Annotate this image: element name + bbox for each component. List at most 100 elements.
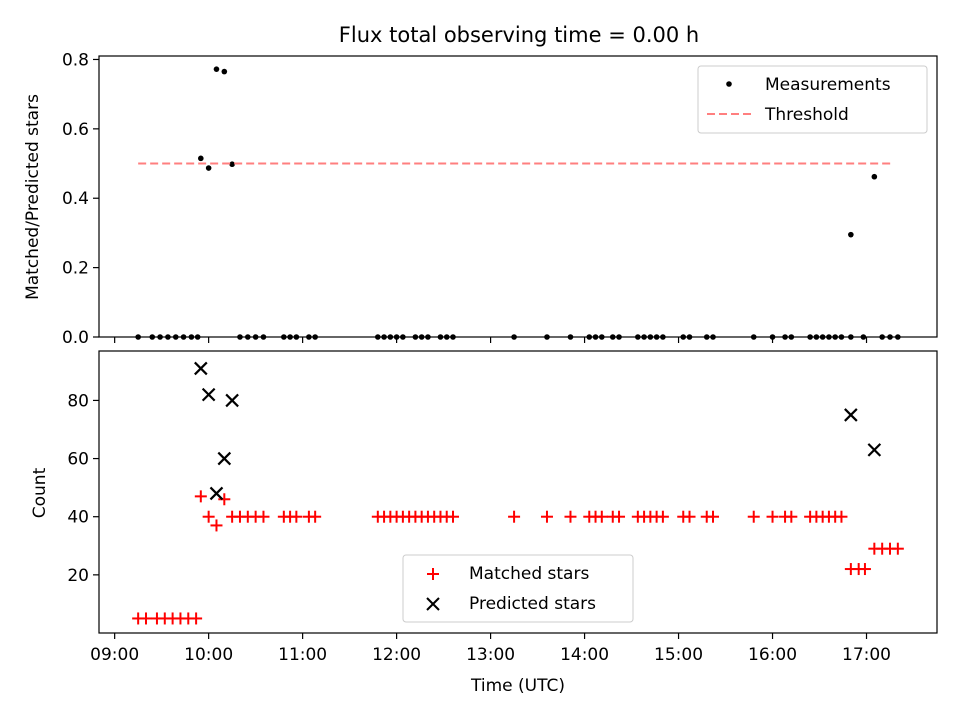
matched-stars-point xyxy=(747,510,760,523)
bottom-y-ticks: 20 40 60 80 xyxy=(67,391,99,586)
matched-stars-point xyxy=(202,510,215,523)
matched-stars-point xyxy=(218,493,231,506)
x-axis-label: Time (UTC) xyxy=(470,676,565,696)
measurements-point xyxy=(879,334,885,340)
predicted-stars-point xyxy=(867,443,882,457)
x-tick-label: 11:00 xyxy=(278,645,327,665)
top-y-tick-label: 0.0 xyxy=(62,328,89,348)
top-legend: Measurements Threshold xyxy=(697,65,928,134)
measurements-point xyxy=(312,334,318,340)
top-axes-frame xyxy=(98,55,938,338)
measurements-point xyxy=(375,334,381,340)
x-tick-label: 12:00 xyxy=(372,645,421,665)
measurements-point xyxy=(157,334,163,340)
measurements-point xyxy=(788,334,795,340)
measurements-point xyxy=(437,334,444,340)
predicted-stars-point xyxy=(194,361,208,376)
matched-stars-point xyxy=(613,510,626,523)
matched-stars-point xyxy=(785,510,798,523)
measurements-point xyxy=(592,334,599,340)
measurements-point xyxy=(887,334,893,340)
measurements-point xyxy=(660,334,666,340)
measurements-point xyxy=(826,334,832,340)
measurements-point xyxy=(838,334,845,340)
measurements-point xyxy=(188,334,195,340)
bottom-y-axis-label: Count xyxy=(30,467,50,518)
matched-stars-point xyxy=(508,510,521,523)
predicted-stars-point xyxy=(225,393,239,408)
measurements-point xyxy=(635,334,641,340)
bottom-axes-marks xyxy=(132,361,904,625)
measurements-point xyxy=(252,334,259,340)
measurements-point xyxy=(306,334,312,340)
measurements-point xyxy=(848,231,854,238)
legend-marker-predicted-stars xyxy=(426,597,440,611)
matched-stars-point xyxy=(190,612,203,625)
measurements-point xyxy=(616,334,622,340)
top-axes-marks xyxy=(135,66,901,340)
measurements-point xyxy=(418,334,425,340)
top-x-ticks xyxy=(114,337,868,343)
matched-stars-point xyxy=(540,510,553,523)
bottom-axes-frame xyxy=(98,350,938,634)
matched-stars-point xyxy=(446,510,459,523)
measurements-point xyxy=(443,334,450,340)
measurements-point xyxy=(807,334,813,340)
measurements-point xyxy=(260,334,267,340)
measurements-point xyxy=(710,334,716,340)
measurements-point xyxy=(871,173,878,180)
measurements-point xyxy=(213,66,220,72)
legend-marker-measurements xyxy=(726,81,732,87)
measurements-point xyxy=(287,334,293,340)
predicted-stars-point xyxy=(217,451,232,466)
measurements-point xyxy=(149,334,156,340)
predicted-stars-point xyxy=(844,408,858,422)
measurements-point xyxy=(293,334,300,340)
bottom-legend-box xyxy=(402,554,634,623)
bottom-y-tick-label: 60 xyxy=(67,450,89,470)
measurements-point xyxy=(848,334,854,340)
measurements-point xyxy=(813,334,820,340)
legend-label-threshold: Threshold xyxy=(764,105,849,125)
matched-stars-point xyxy=(194,490,207,503)
measurements-point xyxy=(680,334,687,340)
top-y-ticks: 0.0 0.2 0.4 0.6 0.8 xyxy=(62,50,99,348)
x-tick-label: 15:00 xyxy=(654,645,703,665)
measurements-point xyxy=(895,334,901,340)
x-tick-label: 14:00 xyxy=(560,645,609,665)
measurements-point xyxy=(567,334,574,340)
measurements-point xyxy=(135,334,141,340)
legend-label-matched-stars: Matched stars xyxy=(469,564,589,584)
matched-stars-point xyxy=(707,510,720,523)
measurements-point xyxy=(245,334,251,340)
matched-stars-point xyxy=(257,510,270,523)
measurements-point xyxy=(544,334,550,340)
top-y-tick-label: 0.6 xyxy=(62,120,89,140)
top-y-axis-label: Matched/Predicted stars xyxy=(23,94,43,300)
measurements-point xyxy=(387,334,394,340)
measurements-point xyxy=(450,334,456,340)
legend-label-predicted-stars: Predicted stars xyxy=(469,594,596,614)
x-tick-label: 16:00 xyxy=(748,645,797,665)
bottom-y-tick-label: 40 xyxy=(67,508,89,528)
measurements-point xyxy=(221,68,228,75)
matched-stars-point xyxy=(766,510,779,523)
matched-stars-point xyxy=(595,510,608,523)
x-tick-label: 09:00 xyxy=(90,645,139,665)
matched-stars-point xyxy=(210,519,223,532)
measurements-point xyxy=(860,334,867,340)
measurements-point xyxy=(609,334,616,340)
measurements-point xyxy=(281,334,287,340)
measurements-point xyxy=(686,334,693,340)
measurements-point xyxy=(229,161,235,168)
measurements-point xyxy=(400,334,406,340)
chart-title: Flux total observing time = 0.00 h xyxy=(339,23,699,47)
matched-stars-point xyxy=(835,510,848,523)
bottom-y-tick-label: 80 xyxy=(67,391,89,411)
matched-stars-point xyxy=(564,510,577,523)
matched-stars-point xyxy=(656,510,669,523)
measurements-point xyxy=(165,334,171,340)
measurements-point xyxy=(237,334,243,340)
predicted-stars-point xyxy=(201,387,216,402)
